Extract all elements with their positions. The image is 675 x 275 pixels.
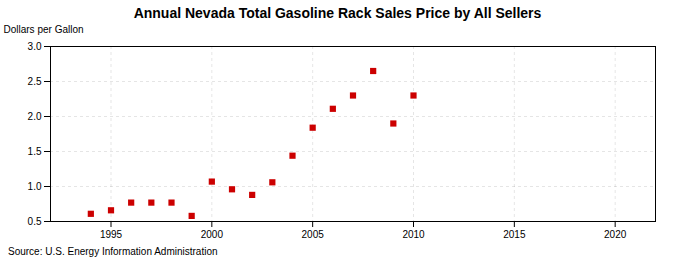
html-text:Annual Nevada Total Gasoline R: Annual Nevada Total Gasoline Rack Sales … <box>133 5 542 21</box>
svg-text:3.0: 3.0 <box>28 41 42 52</box>
svg-text:1.0: 1.0 <box>28 181 42 192</box>
svg-text:2020: 2020 <box>604 229 627 240</box>
svg-text:1.5: 1.5 <box>28 146 42 157</box>
svg-text:2000: 2000 <box>201 229 224 240</box>
svg-text:0.5: 0.5 <box>28 216 42 227</box>
html-text:Source: U.S. Energy Informatio: Source: U.S. Energy Information Administ… <box>8 246 218 257</box>
svg-text:2005: 2005 <box>302 229 325 240</box>
svg-text:2.5: 2.5 <box>28 76 42 87</box>
svg-text:2015: 2015 <box>503 229 526 240</box>
svg-text:Dollars per Gallon: Dollars per Gallon <box>4 24 84 35</box>
svg-text:1995: 1995 <box>100 229 123 240</box>
svg-text:2.0: 2.0 <box>28 111 42 122</box>
svg-text:2010: 2010 <box>402 229 425 240</box>
